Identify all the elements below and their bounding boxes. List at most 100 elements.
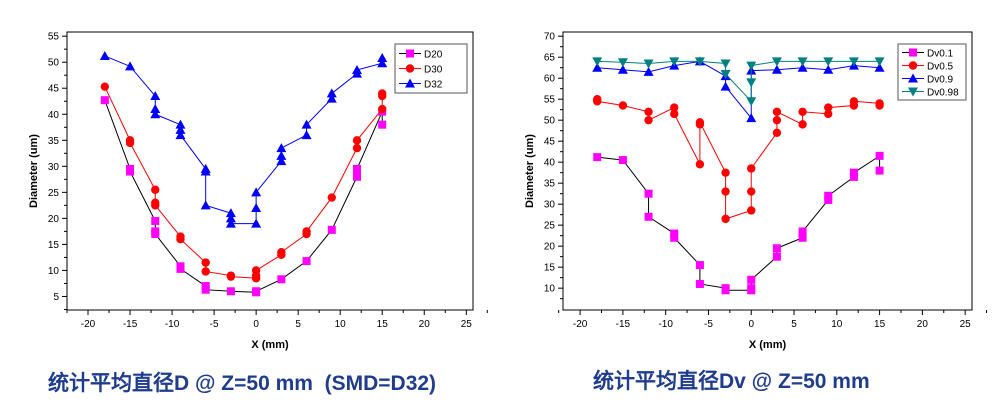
data-point (276, 143, 287, 153)
series-line (597, 60, 880, 120)
data-point (849, 168, 858, 177)
x-tick-label: 0 (748, 319, 754, 330)
data-point (592, 62, 603, 72)
data-point (849, 97, 859, 106)
data-point (746, 78, 757, 88)
y-tick-label: 20 (48, 214, 60, 225)
data-point (747, 275, 756, 284)
y-axis-label: Diameter (um) (28, 134, 40, 208)
data-point (797, 62, 808, 72)
data-point (720, 81, 731, 91)
data-point (225, 208, 236, 218)
data-point (201, 258, 210, 267)
data-point (353, 164, 361, 173)
y-tick-label: 25 (544, 221, 556, 232)
data-point (151, 216, 160, 225)
data-point (326, 93, 337, 103)
data-point (720, 59, 731, 69)
data-point (151, 229, 160, 238)
data-point (618, 101, 628, 110)
data-point (150, 109, 161, 119)
data-point (251, 187, 262, 197)
data-point (226, 287, 235, 296)
data-point (277, 248, 286, 257)
data-point (175, 130, 186, 140)
data-point (301, 119, 312, 129)
data-point (746, 97, 757, 107)
chart-1-title: 统计平均直径D @ Z=50 mm (SMD=D32) (48, 372, 437, 395)
x-axis-label: X (mm) (251, 339, 289, 351)
data-point (747, 187, 756, 196)
y-tick-label: 45 (48, 84, 60, 95)
data-point (617, 58, 628, 68)
series-D20 (100, 96, 387, 297)
legend-marker (908, 61, 918, 70)
data-point (771, 64, 782, 74)
data-point (151, 185, 160, 194)
x-tick-label: 15 (377, 319, 389, 330)
data-point (301, 130, 312, 140)
y-tick-label: 60 (544, 74, 556, 85)
data-point (276, 156, 287, 166)
legend-label: Dv0.1 (927, 49, 954, 60)
x-tick-label: -20 (573, 319, 588, 330)
data-point (772, 244, 781, 253)
legend: Dv0.1 Dv0.5 Dv0.9 Dv0.98 (897, 43, 967, 101)
series-line (597, 154, 881, 291)
data-point (670, 229, 679, 238)
y-tick-label: 35 (48, 136, 60, 147)
data-point (669, 57, 680, 67)
data-point (593, 97, 602, 106)
data-point (618, 156, 627, 165)
x-tick-label: 15 (874, 319, 886, 330)
y-tick-label: 20 (544, 242, 556, 253)
data-point (617, 64, 628, 74)
chart-2: -20 -15 -10 -5 0 5 10 15 20 25 10 15 20 25 30 35 40 45 50 5… (524, 31, 988, 351)
data-point (327, 225, 336, 234)
data-point (694, 57, 705, 67)
y-tick-label: 35 (544, 179, 556, 190)
legend-marker (405, 78, 415, 88)
y-tick-label: 25 (48, 188, 60, 199)
data-point (125, 138, 135, 148)
y-tick-label: 55 (48, 32, 60, 43)
data-point (875, 101, 884, 110)
y-tick-label: 30 (544, 200, 556, 211)
data-point (797, 57, 808, 67)
data-point (352, 65, 362, 75)
series-D32 (99, 50, 388, 228)
legend-box (897, 43, 967, 101)
data-point (824, 195, 833, 204)
x-tick-label: 20 (419, 319, 431, 330)
data-point (125, 61, 136, 71)
y-tick-label: 65 (544, 53, 556, 64)
data-point (593, 153, 602, 162)
data-point (643, 59, 654, 69)
x-tick-label: -15 (123, 319, 138, 330)
data-point (175, 119, 186, 129)
legend-label: D20 (424, 50, 443, 61)
chart-2-title: 统计平均直径Dv @ Z=50 mm (593, 370, 870, 393)
data-point (849, 172, 858, 181)
legend-label: Dv0.98 (927, 88, 959, 99)
y-tick-label: 70 (544, 32, 556, 43)
data-point (327, 193, 336, 202)
data-point (150, 91, 161, 101)
data-point (747, 284, 756, 293)
data-point (252, 287, 261, 296)
data-point (746, 61, 757, 71)
data-point (276, 150, 287, 160)
x-tick-label: 10 (335, 319, 347, 330)
data-point (798, 107, 807, 116)
data-point (644, 107, 653, 116)
series-Dv0.1 (593, 151, 884, 295)
data-point (747, 206, 756, 215)
data-point (100, 96, 109, 105)
y-tick-label: 45 (544, 137, 556, 148)
y-tick-label: 15 (48, 240, 60, 251)
data-point (302, 257, 311, 266)
legend-label: D32 (424, 80, 443, 91)
data-point (644, 115, 653, 125)
x-tick-label: -10 (165, 319, 180, 330)
data-point (251, 266, 261, 275)
